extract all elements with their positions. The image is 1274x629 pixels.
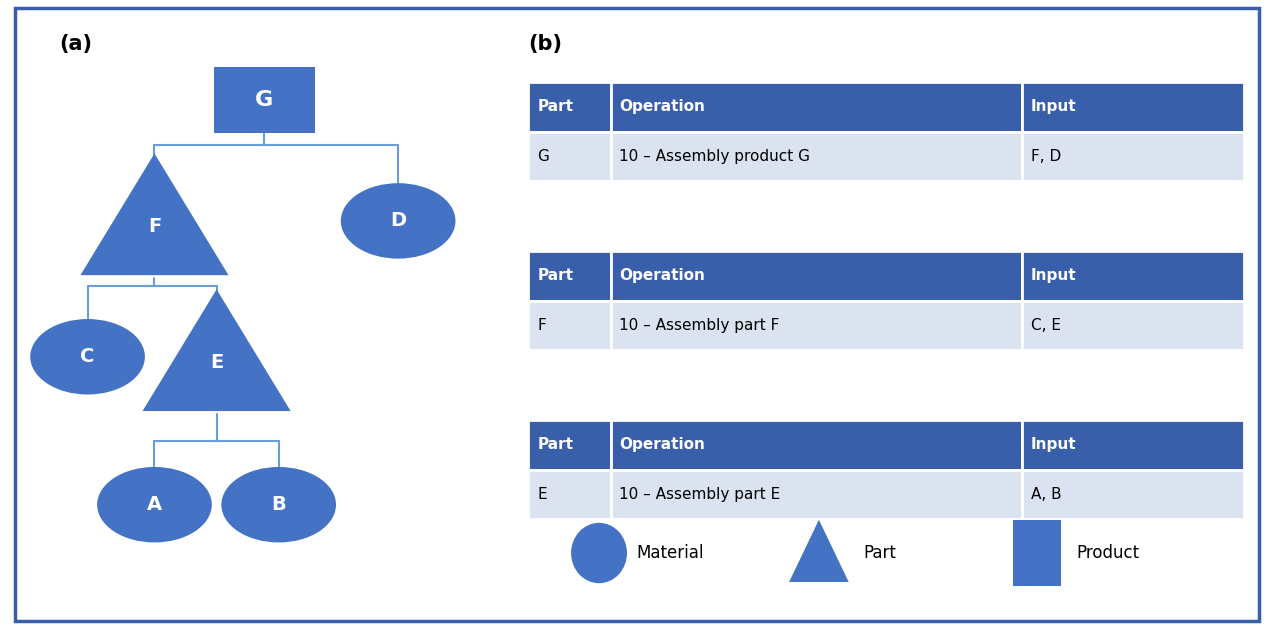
Text: Input: Input [1031,269,1077,283]
FancyBboxPatch shape [1022,131,1243,181]
Text: E: E [538,487,547,502]
FancyBboxPatch shape [529,82,610,131]
Text: 10 – Assembly part E: 10 – Assembly part E [619,487,781,502]
Text: Input: Input [1031,437,1077,452]
Ellipse shape [97,467,211,542]
FancyBboxPatch shape [610,251,1022,301]
FancyBboxPatch shape [610,301,1022,350]
FancyBboxPatch shape [1022,251,1243,301]
Text: (a): (a) [59,34,92,53]
Text: 10 – Assembly product G: 10 – Assembly product G [619,149,810,164]
FancyBboxPatch shape [1022,470,1243,519]
FancyBboxPatch shape [610,82,1022,131]
Text: Part: Part [864,544,897,562]
Text: E: E [210,353,223,372]
FancyBboxPatch shape [529,420,610,470]
FancyBboxPatch shape [529,301,610,350]
FancyBboxPatch shape [1022,82,1243,131]
Text: A, B: A, B [1031,487,1061,502]
Text: D: D [390,211,406,230]
Text: C, E: C, E [1031,318,1061,333]
Polygon shape [789,520,848,582]
Text: G: G [255,90,274,110]
Text: F: F [538,318,547,333]
Text: Product: Product [1077,544,1139,562]
Text: F, D: F, D [1031,149,1061,164]
Text: Operation: Operation [619,437,706,452]
Text: A: A [147,495,162,515]
Polygon shape [80,153,228,276]
FancyBboxPatch shape [610,131,1022,181]
FancyBboxPatch shape [529,251,610,301]
FancyBboxPatch shape [1013,520,1061,586]
Ellipse shape [222,467,336,542]
Ellipse shape [341,183,456,259]
Text: 10 – Assembly part F: 10 – Assembly part F [619,318,780,333]
FancyBboxPatch shape [1022,420,1243,470]
Text: F: F [148,218,161,237]
FancyBboxPatch shape [214,67,315,133]
Text: G: G [538,149,549,164]
Polygon shape [143,289,290,411]
Text: Material: Material [636,544,703,562]
FancyBboxPatch shape [529,131,610,181]
Ellipse shape [31,319,145,394]
Text: (b): (b) [529,34,562,53]
Ellipse shape [571,523,627,583]
Text: Part: Part [538,99,573,114]
FancyBboxPatch shape [529,470,610,519]
FancyBboxPatch shape [1022,301,1243,350]
Text: Part: Part [538,269,573,283]
Text: Operation: Operation [619,99,706,114]
Text: C: C [80,347,94,366]
Text: Input: Input [1031,99,1077,114]
Text: Operation: Operation [619,269,706,283]
FancyBboxPatch shape [610,420,1022,470]
Text: Part: Part [538,437,573,452]
Text: B: B [271,495,287,515]
FancyBboxPatch shape [610,470,1022,519]
